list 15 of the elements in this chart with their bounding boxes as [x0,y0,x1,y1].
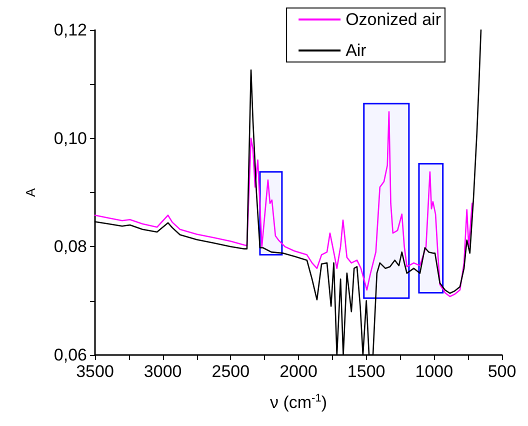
x-tick-label: 3500 [76,362,114,381]
y-tick-label: 0,08 [54,237,87,256]
x-tick-label: 1000 [415,362,454,381]
y-tick-label: 0,12 [54,20,87,40]
y-tick-label: 0,10 [54,128,87,148]
x-tick-label: 2500 [212,362,250,381]
y-tick-label: 0,06 [54,346,87,364]
line-series [94,111,473,298]
x-tick-label: 1500 [347,362,386,381]
legend-label: Ozonized air [346,10,442,29]
x-tick-label: 2000 [280,362,318,381]
x-tick-label: 3000 [144,362,182,381]
y-axis-title: A [23,188,38,197]
legend-label: Air [346,41,367,60]
x-tick-label: 500 [488,362,516,381]
